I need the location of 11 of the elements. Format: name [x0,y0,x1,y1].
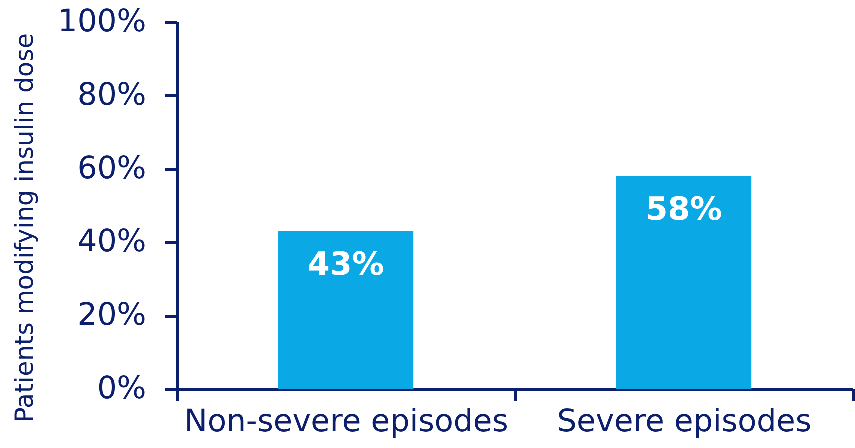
x-tick-label: Severe episodes [557,404,812,440]
x-tick-label: Non-severe episodes [184,404,509,440]
y-tick-label: 80% [78,76,146,113]
y-axis-title: Patients modifying insulin dose [10,33,39,423]
data-label: 58% [646,190,722,228]
y-tick-label: 0% [97,370,146,406]
y-tick-label: 60% [78,150,146,186]
data-label: 43% [308,245,384,284]
y-tick-label: 100% [58,4,146,40]
y-tick-label: 40% [78,224,146,260]
y-tick-label: 20% [78,297,146,334]
